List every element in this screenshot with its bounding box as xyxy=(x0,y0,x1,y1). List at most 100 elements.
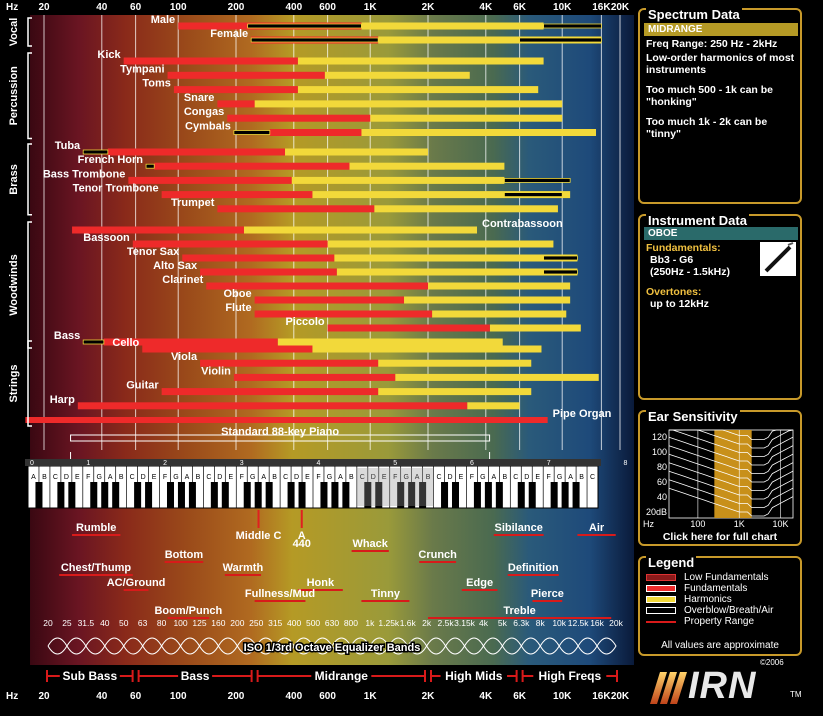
instrument-label[interactable]: Snare xyxy=(184,92,215,104)
piano-black-key xyxy=(517,482,525,508)
instrument-label[interactable]: Harp xyxy=(50,394,75,406)
instrument-label[interactable]: Cymbals xyxy=(185,121,231,133)
band-label-bg xyxy=(311,668,372,683)
instrument-label[interactable]: Trumpet xyxy=(171,197,215,209)
harmonics-bar xyxy=(277,338,503,346)
piano-key-letter: F xyxy=(86,474,90,481)
piano-key-letter: F xyxy=(316,474,320,481)
descriptor-label: Definition xyxy=(508,562,559,574)
instrument-label[interactable]: Toms xyxy=(142,78,171,90)
instrument-label[interactable]: Contrabassoon xyxy=(482,218,563,230)
instrument-label[interactable]: Oboe xyxy=(223,288,251,300)
instrument-label[interactable]: Viola xyxy=(171,351,198,363)
descriptor-label: Sibilance xyxy=(495,522,543,534)
bottom-axis-tick-label: 200 xyxy=(228,691,245,702)
eq-band-curve xyxy=(161,637,182,655)
band-label[interactable]: Midrange xyxy=(315,669,369,683)
fundamentals-bar xyxy=(107,148,286,156)
piano-key-letter: F xyxy=(393,474,397,481)
eq-band-label: 1.25k xyxy=(378,618,400,628)
instrument-label[interactable]: Male xyxy=(151,14,175,26)
piano-black-key xyxy=(101,482,109,508)
ear-sensitivity-title: Ear Sensitivity xyxy=(646,409,740,424)
logo-copyright: ©2006 xyxy=(760,658,784,667)
eq-band-label: 630 xyxy=(325,618,339,628)
instrument-label[interactable]: Tenor Sax xyxy=(127,246,180,258)
band-label[interactable]: Sub Bass xyxy=(62,669,117,683)
octave-label: 6 xyxy=(470,460,474,467)
ear-x-tick: 1K xyxy=(734,519,745,529)
descriptor-label: AC/Ground xyxy=(107,577,166,589)
legend-label: Property Range xyxy=(684,616,755,627)
instrument-label[interactable]: Bassoon xyxy=(83,232,130,244)
spectrum-desc-1: Low-order harmonics of most instruments xyxy=(646,52,795,76)
harmonics-bar xyxy=(297,57,544,65)
instrument-label[interactable]: Tuba xyxy=(55,140,81,152)
instrument-label[interactable]: French Horn xyxy=(78,154,144,166)
piano-key-letter: E xyxy=(75,474,80,481)
fundamentals-bar xyxy=(77,402,468,410)
instrument-label[interactable]: Tenor Trombone xyxy=(73,183,159,195)
instrument-label[interactable]: Bass xyxy=(54,330,80,342)
piano-black-key xyxy=(177,482,185,508)
ear-contour xyxy=(668,462,794,491)
ear-sensitivity-panel[interactable]: Ear Sensitivity 120 100 80 60 40 20dB Hz 100 1K 1… xyxy=(638,409,802,546)
piano-black-key xyxy=(210,482,218,508)
instrument-label[interactable]: Standard 88-key Piano xyxy=(221,426,339,438)
eq-band-label: 4k xyxy=(479,618,489,628)
harmonics-bar xyxy=(312,345,542,353)
instrument-label[interactable]: Kick xyxy=(97,49,121,61)
legend-item: Low Fundamentals xyxy=(646,572,796,583)
spectrum-desc-2: Too much 500 - 1k can be "honking" xyxy=(646,84,774,108)
instrument-label[interactable]: Clarinet xyxy=(162,274,203,286)
instrument-label[interactable]: Cello xyxy=(112,337,139,349)
piano-black-key xyxy=(57,482,65,508)
harmonics-bar xyxy=(361,129,597,136)
ear-y-tick: 120 xyxy=(652,432,667,442)
ear-x-tick: 100 xyxy=(690,519,705,529)
instrument-label[interactable]: Tympani xyxy=(120,63,164,75)
top-axis-tick-label: 200 xyxy=(228,2,245,13)
band-label[interactable]: High Freqs xyxy=(538,669,601,683)
band-label[interactable]: Bass xyxy=(181,669,210,683)
fundamentals-bar xyxy=(217,205,375,213)
piano-black-key xyxy=(484,482,492,508)
top-axis-tick-label: 1K xyxy=(364,2,378,13)
descriptor-label: Treble xyxy=(503,605,535,617)
legend-title: Legend xyxy=(646,555,697,570)
descriptor-label: Fullness/Mud xyxy=(245,588,315,600)
oboe-icon xyxy=(760,242,796,276)
eq-band-label: 12.5k xyxy=(568,618,590,628)
fundamentals-bar xyxy=(128,176,292,184)
piano-key-letter: E xyxy=(228,474,233,481)
ear-highlight-band xyxy=(714,430,752,518)
eq-band-curve xyxy=(47,637,68,655)
instrument-label[interactable]: Alto Sax xyxy=(153,260,198,272)
piano-highlight xyxy=(356,468,434,506)
top-axis-tick-label: 100 xyxy=(170,2,187,13)
harmonics-bar xyxy=(324,71,470,79)
harmonics-bar xyxy=(378,388,532,396)
full-chart-link[interactable]: Click here for full chart xyxy=(662,531,778,543)
overblow-bar xyxy=(543,255,578,261)
instrument-label[interactable]: Pipe Organ xyxy=(553,408,612,420)
ear-contour xyxy=(669,429,793,440)
instrument-label[interactable]: Guitar xyxy=(126,380,159,392)
band-label[interactable]: High Mids xyxy=(445,669,503,683)
instrument-label[interactable]: Female xyxy=(210,28,248,40)
octave-strip xyxy=(25,459,601,466)
piano-key-letter: D xyxy=(217,474,222,481)
piano-key-letter: B xyxy=(426,474,431,481)
instrument-label[interactable]: Congas xyxy=(184,106,224,118)
instrument-label[interactable]: Flute xyxy=(225,302,251,314)
instrument-label[interactable]: Violin xyxy=(201,365,231,377)
instrument-label[interactable]: Piccolo xyxy=(285,316,324,328)
eq-band-label: 2k xyxy=(422,618,432,628)
octave-label: 3 xyxy=(240,460,244,467)
ear-contour xyxy=(668,429,794,457)
band-label-bg xyxy=(59,668,120,683)
eq-band-label: 315 xyxy=(268,618,282,628)
harmonics-bar xyxy=(432,310,567,318)
instrument-label[interactable]: Bass Trombone xyxy=(43,168,126,180)
ear-sensitivity-chart[interactable]: 120 100 80 60 40 20dB Hz 100 1K 10K xyxy=(641,422,799,534)
